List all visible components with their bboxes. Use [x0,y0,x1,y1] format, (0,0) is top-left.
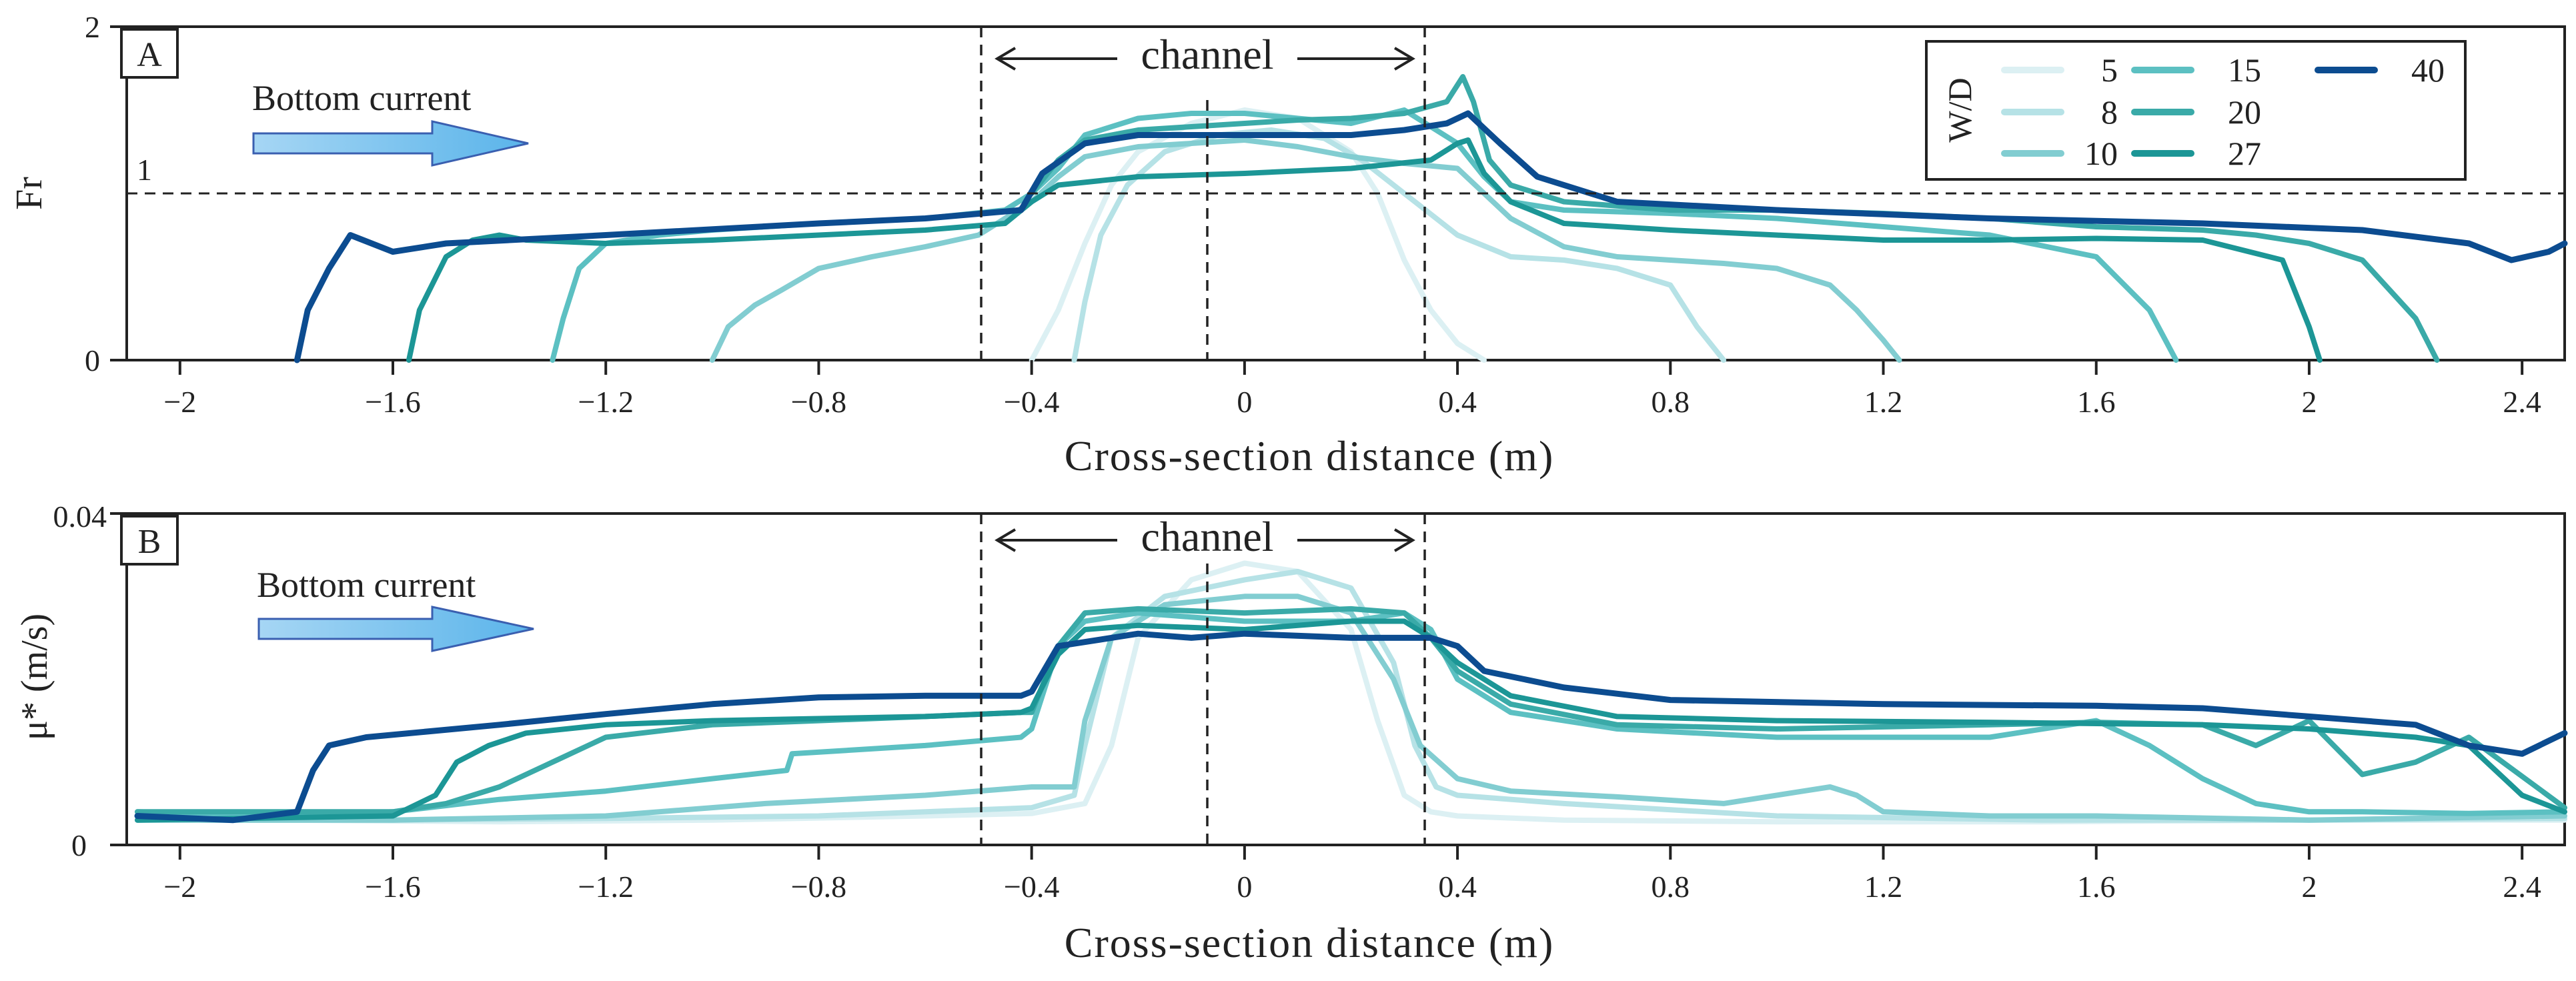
panel-b-series [134,560,2568,825]
panel-b-xtick-label: 1.2 [1864,870,1903,904]
legend-title: W/D [1941,77,1978,142]
legend-label-20: 20 [2228,93,2261,131]
panel-b-xtick-label: 0 [1237,870,1252,904]
panel-a-channel-label: channel [1141,31,1274,78]
legend-label-5: 5 [2101,51,2118,89]
panel-b-xtick-label: −0.4 [1004,870,1059,904]
panel-a-xtick-label: −2 [163,385,196,419]
panel-b-xtick-label: 2 [2301,870,2317,904]
panel-b-xtick-label: −1.2 [578,870,634,904]
legend-item-15: 15 [2131,51,2261,89]
panel-a-xtick-label: 2 [2301,385,2317,419]
panel-a-xtick-label: 0 [1237,385,1252,419]
panel-b-xticks: −2 −1.6 −1.2 −0.8 −0.4 0 0.4 0.8 1.2 1.6 2 2.4 [163,845,2541,904]
panel-b-label: B [138,523,161,561]
panel-a-xtick-label: −1.2 [578,385,634,419]
legend-label-15: 15 [2228,51,2261,89]
panel-a-xtick-label: −1.6 [365,385,420,419]
panel-b-xtick-label: 2.4 [2503,870,2541,904]
panel-b-bottom-current-label: Bottom current [257,565,476,605]
legend-item-20: 20 [2131,93,2261,131]
panel-a-xticks: −2 −1.6 −1.2 −0.8 −0.4 0 0.4 0.8 1.2 1.6 2 2.4 [163,360,2541,419]
legend-item-40: 40 [2315,51,2445,89]
panel-b-xtick-label: −1.6 [365,870,420,904]
panel-b-label-box [120,515,179,566]
legend-label-10: 10 [2084,135,2118,172]
panel-b-series-wd-40 [134,630,2568,824]
legend-item-5: 5 [2001,51,2118,89]
legend-item-27: 27 [2131,135,2261,172]
panel-a-series-wd-20 [1029,74,2440,363]
panel-b-xtick-label: −0.8 [791,870,846,904]
panel-a-label-box [120,28,179,79]
panel-a-xlabel: Cross-section distance (m) [1065,432,1555,479]
panel-a-bottom-current-arrow [252,120,529,167]
panel-a-xtick-label: −0.8 [791,385,846,419]
panel-a-xtick-label: 1.6 [2077,385,2116,419]
panel-b-channel-arrowhead-left [995,528,1017,552]
panel-b-xtick-label: −2 [163,870,196,904]
panel-a-channel-arrowhead-left [995,47,1017,71]
panel-b-xtick-label: 0.8 [1652,870,1690,904]
panel-b-channel-label: channel [1141,513,1274,560]
panel-a-xtick-label: 0.4 [1438,385,1477,419]
panel-a-series-wd-10 [709,137,1902,363]
panel-b: channel Bottom current B μ* (m/s) 0.04 0… [14,500,2568,966]
panel-b-channel-arrowhead-right [1393,528,1415,552]
panel-a-ytick-label-2: 2 [85,10,100,44]
panel-a-ylabel: Fr [9,177,50,210]
panel-b-series-wd-5 [135,560,2567,825]
legend-label-8: 8 [2101,93,2118,131]
panel-a-xtick-label: −0.4 [1004,385,1059,419]
legend-label-40: 40 [2411,51,2445,89]
panel-b-frame [125,512,2566,846]
panel-a-series-wd-40 [293,110,2568,363]
panel-b-series-wd-27 [135,618,2567,823]
legend-item-10: 10 [2001,135,2118,172]
panel-b-ylabel: μ* (m/s) [14,614,55,740]
panel-a-xtick-label: 0.8 [1652,385,1690,419]
panel-b-series-wd-10 [135,594,2567,823]
panel-b-ytick-label-0: 0 [71,828,87,862]
panel-b-xtick-label: 1.6 [2077,870,2116,904]
panel-b-ytick-label-004: 0.04 [53,500,107,534]
panel-a: 1 channel Bottom current A Fr 2 0 −2 −1.6… [9,10,2568,479]
panel-b-bottom-current-arrow [257,606,534,652]
legend: W/D 5 8 10 15 20 27 [1925,40,2467,181]
panel-b-series-wd-20 [135,606,2567,815]
legend-label-27: 27 [2228,135,2261,172]
panel-b-series-wd-8 [135,569,2567,823]
panel-a-label: A [137,36,162,74]
panel-a-bottom-current-label: Bottom current [252,78,471,118]
panel-b-xlabel: Cross-section distance (m) [1065,919,1555,966]
panel-a-xtick-label: 1.2 [1864,385,1903,419]
panel-a-reference-label: 1 [137,153,152,187]
panel-a-series [293,74,2568,363]
panel-b-xtick-label: 0.4 [1438,870,1477,904]
legend-item-8: 8 [2001,93,2118,131]
panel-a-xtick-label: 2.4 [2503,385,2541,419]
panel-a-ytick-label-0: 0 [85,343,100,377]
panel-a-channel-arrowhead-right [1393,47,1415,71]
